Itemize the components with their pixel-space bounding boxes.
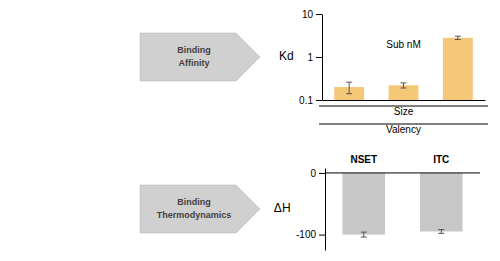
x-tick-label: NSET [350, 154, 377, 165]
error-bar [438, 230, 444, 234]
y-tick-label: -100 [296, 229, 316, 240]
y-axis-label: ΔH [274, 201, 291, 215]
y-axis: 0 -100 [296, 168, 326, 251]
y-tick: -100 [296, 229, 325, 240]
title: BindingAffinity [177, 45, 211, 68]
y-tick-mark [316, 57, 322, 58]
bar [420, 173, 463, 232]
bar [342, 173, 385, 235]
y-axis-label: Kd [279, 49, 294, 63]
y-axis-line [322, 15, 323, 101]
title-arrow [140, 185, 260, 233]
x-tick: NSET [350, 154, 377, 165]
title: BindingThermodynamics [157, 197, 232, 220]
title-arrow [140, 33, 260, 81]
y-tick: 1 [307, 52, 322, 63]
error-bar [455, 36, 461, 39]
x-axis: NSET ITC [350, 154, 449, 165]
marks [334, 36, 473, 100]
figure: 0.1 1 10 Kd Sub nM Size Valency BindingAffinity… [0, 0, 500, 261]
x-axis-line [323, 100, 486, 101]
y-tick-mark [316, 14, 322, 15]
y-tick-label: 0 [310, 168, 316, 179]
zero-line [325, 172, 480, 173]
x-tick-label: ITC [433, 154, 449, 165]
error-bar [361, 232, 367, 237]
y-tick-label: 1 [307, 52, 313, 63]
y-tick-mark [319, 173, 325, 174]
x-axis [323, 100, 486, 101]
marks [342, 173, 462, 237]
chart: 0.1 1 10 Kd Sub nM Size Valency BindingAffinity [140, 9, 488, 136]
y-tick-mark [319, 235, 325, 236]
group-label: Valency [386, 124, 421, 135]
y-tick: 10 [302, 9, 322, 20]
annotation: Sub nM [386, 39, 420, 50]
y-tick: 0 [310, 168, 325, 179]
y-tick-mark [316, 100, 322, 101]
y-tick-label: 10 [302, 9, 314, 20]
chart: 0 -100 NSET ITC ΔH BindingThermodynamics [140, 154, 480, 251]
y-axis-line [325, 169, 326, 251]
y-tick: 0.1 [299, 95, 322, 106]
error-bar [401, 83, 407, 88]
y-tick-label: 0.1 [299, 95, 313, 106]
y-axis: 0.1 1 10 [299, 9, 322, 106]
bar [443, 38, 473, 100]
group-label: Size [394, 106, 414, 117]
error-bar [346, 82, 352, 94]
x-tick: ITC [433, 154, 449, 165]
